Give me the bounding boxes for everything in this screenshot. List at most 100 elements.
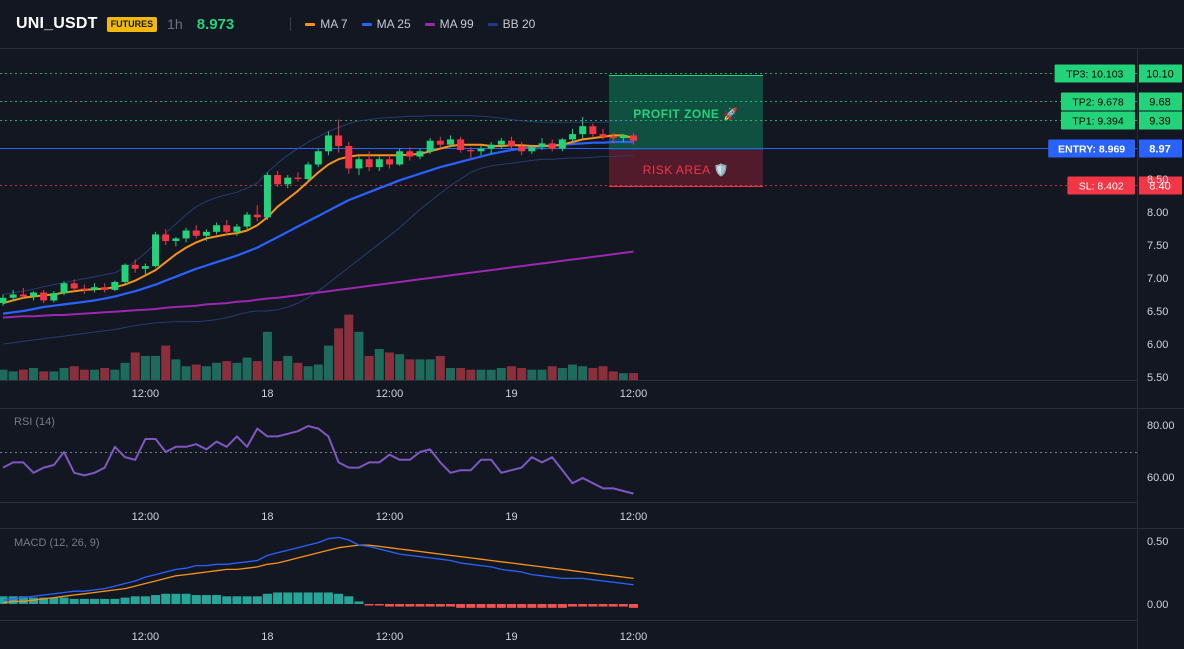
tp3-label: TP3: 10.103 bbox=[1066, 69, 1123, 81]
candle[interactable] bbox=[548, 139, 556, 152]
candle[interactable] bbox=[19, 287, 27, 298]
candle[interactable] bbox=[446, 135, 454, 148]
candle[interactable] bbox=[528, 144, 536, 154]
candle[interactable] bbox=[182, 227, 190, 243]
volume-bar bbox=[557, 367, 567, 380]
candle[interactable] bbox=[497, 138, 505, 149]
candle[interactable] bbox=[477, 146, 485, 156]
candle[interactable] bbox=[60, 281, 68, 296]
candle[interactable] bbox=[630, 132, 638, 145]
candle[interactable] bbox=[80, 284, 88, 294]
timeframe-label[interactable]: 1h bbox=[167, 16, 183, 32]
candle[interactable] bbox=[487, 142, 495, 154]
macd-histogram-bar bbox=[334, 593, 344, 604]
legend-ma7[interactable]: MA 7 bbox=[305, 17, 348, 31]
candle[interactable] bbox=[599, 128, 607, 140]
legend-bb20[interactable]: BB 20 bbox=[487, 17, 535, 31]
candle[interactable] bbox=[9, 289, 17, 302]
volume-bar bbox=[18, 369, 28, 380]
macd-title[interactable]: MACD (12, 26, 9) bbox=[14, 537, 100, 549]
macd-histogram-bar bbox=[232, 596, 242, 604]
candle[interactable] bbox=[335, 119, 343, 153]
symbol-title[interactable]: UNI_USDT bbox=[16, 15, 98, 32]
candle[interactable] bbox=[304, 161, 312, 182]
candle-body bbox=[40, 292, 48, 301]
candle[interactable] bbox=[233, 223, 241, 236]
candle[interactable] bbox=[355, 156, 363, 176]
candle[interactable] bbox=[569, 128, 577, 143]
macd-histogram-bar bbox=[445, 604, 455, 607]
candle[interactable] bbox=[294, 172, 302, 182]
candle[interactable] bbox=[141, 263, 149, 275]
candle[interactable] bbox=[111, 280, 119, 292]
candle[interactable] bbox=[284, 175, 292, 189]
macd-histogram-bar bbox=[303, 592, 313, 604]
candle[interactable] bbox=[508, 136, 515, 149]
candle[interactable] bbox=[385, 155, 393, 169]
candle[interactable] bbox=[436, 136, 444, 149]
candle[interactable] bbox=[121, 263, 129, 285]
macd-histogram-bar bbox=[222, 596, 232, 604]
candle[interactable] bbox=[213, 222, 221, 235]
candle-body bbox=[569, 134, 577, 140]
candle[interactable] bbox=[263, 172, 271, 220]
candle[interactable] bbox=[152, 231, 160, 268]
candle[interactable] bbox=[365, 151, 373, 172]
price-tick: 7.00 bbox=[1147, 273, 1168, 285]
candle[interactable] bbox=[70, 279, 78, 292]
candle[interactable] bbox=[50, 291, 58, 303]
candle[interactable] bbox=[192, 225, 200, 239]
candle[interactable] bbox=[416, 148, 424, 160]
time-tick: 12:00 bbox=[132, 388, 160, 400]
candle[interactable] bbox=[162, 229, 170, 245]
candle-body bbox=[375, 159, 383, 168]
candle[interactable] bbox=[243, 212, 251, 230]
candle[interactable] bbox=[619, 134, 627, 143]
candle[interactable] bbox=[609, 132, 617, 144]
macd-histogram-bar bbox=[151, 595, 161, 604]
candle[interactable] bbox=[518, 142, 526, 156]
legend-ma25[interactable]: MA 25 bbox=[361, 17, 411, 31]
candle[interactable] bbox=[396, 148, 404, 166]
time-tick: 18 bbox=[261, 388, 273, 400]
candle[interactable] bbox=[172, 237, 180, 247]
candle[interactable] bbox=[467, 147, 475, 158]
candle-body bbox=[467, 149, 475, 152]
candle[interactable] bbox=[30, 291, 38, 301]
candle[interactable] bbox=[253, 205, 261, 222]
volume-bar bbox=[476, 369, 486, 380]
volume-bar bbox=[618, 373, 628, 380]
price-axis[interactable]: 5.50 6.00 6.50 7.00 7.50 8.00 8.50 bbox=[1147, 174, 1168, 384]
candle-body bbox=[91, 287, 99, 290]
candle[interactable] bbox=[457, 136, 465, 153]
candle[interactable] bbox=[406, 147, 414, 161]
rsi-title[interactable]: RSI (14) bbox=[14, 416, 55, 428]
legend-ma99-swatch bbox=[424, 22, 435, 26]
candle[interactable] bbox=[40, 289, 48, 304]
candle[interactable] bbox=[345, 142, 353, 174]
candle[interactable] bbox=[131, 259, 139, 273]
candle[interactable] bbox=[375, 156, 383, 172]
candle[interactable] bbox=[314, 148, 322, 168]
candle[interactable] bbox=[91, 283, 99, 293]
candle[interactable] bbox=[589, 123, 597, 139]
candle[interactable] bbox=[202, 229, 210, 242]
candle-body bbox=[121, 264, 129, 282]
candle[interactable] bbox=[538, 138, 546, 150]
candle[interactable] bbox=[274, 171, 282, 187]
candle[interactable] bbox=[579, 116, 587, 140]
macd-histogram-bar bbox=[435, 604, 445, 607]
candle[interactable] bbox=[0, 294, 7, 306]
tp3-price-box bbox=[1139, 64, 1182, 83]
candle[interactable] bbox=[558, 138, 566, 152]
risk-area[interactable]: RISK AREA 🛡️ bbox=[609, 150, 763, 187]
candle[interactable] bbox=[101, 283, 109, 293]
macd-histogram-bar bbox=[496, 604, 506, 608]
legend-ma99[interactable]: MA 99 bbox=[424, 17, 474, 31]
volume-bar bbox=[303, 366, 313, 380]
candle-body bbox=[60, 283, 68, 294]
candle[interactable] bbox=[223, 219, 231, 235]
candle[interactable] bbox=[426, 138, 434, 154]
candle[interactable] bbox=[324, 131, 332, 156]
